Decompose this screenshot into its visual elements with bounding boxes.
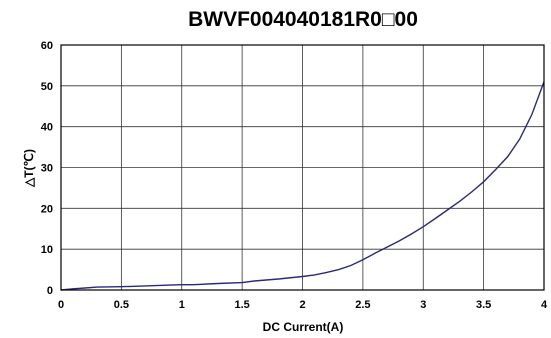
x-tick-label: 2 <box>299 299 305 311</box>
y-tick-label: 30 <box>41 163 53 175</box>
x-tick-label: 0.5 <box>114 299 129 311</box>
x-axis-label: DC Current(A) <box>263 320 344 334</box>
x-tick-label: 1.5 <box>234 299 249 311</box>
y-axis-label: △T(℃) <box>22 149 36 188</box>
x-tick-label: 4 <box>541 299 548 311</box>
plot-frame <box>60 44 545 291</box>
series-layer <box>60 81 545 291</box>
x-tick-label: 1 <box>179 299 185 311</box>
x-tick-label: 2.5 <box>355 299 370 311</box>
y-tick-labels: 0 10 20 30 40 50 60 <box>41 40 53 297</box>
series-line <box>60 81 545 291</box>
chart-title: BWVF004040181R0□00 <box>188 8 418 31</box>
x-tick-label: 3.5 <box>476 299 491 311</box>
x-tick-label: 0 <box>58 299 64 311</box>
y-tick-label: 10 <box>41 244 53 256</box>
y-tick-label: 20 <box>41 203 53 215</box>
x-tick-labels: 0 0.5 1 1.5 2 2.5 3 3.5 4 <box>58 299 548 311</box>
y-tick-label: 50 <box>41 81 53 93</box>
x-tick-label: 3 <box>420 299 426 311</box>
y-tick-label: 40 <box>41 122 53 134</box>
grid <box>60 44 545 291</box>
y-tick-label: 60 <box>41 40 53 52</box>
y-tick-label: 0 <box>47 285 53 297</box>
